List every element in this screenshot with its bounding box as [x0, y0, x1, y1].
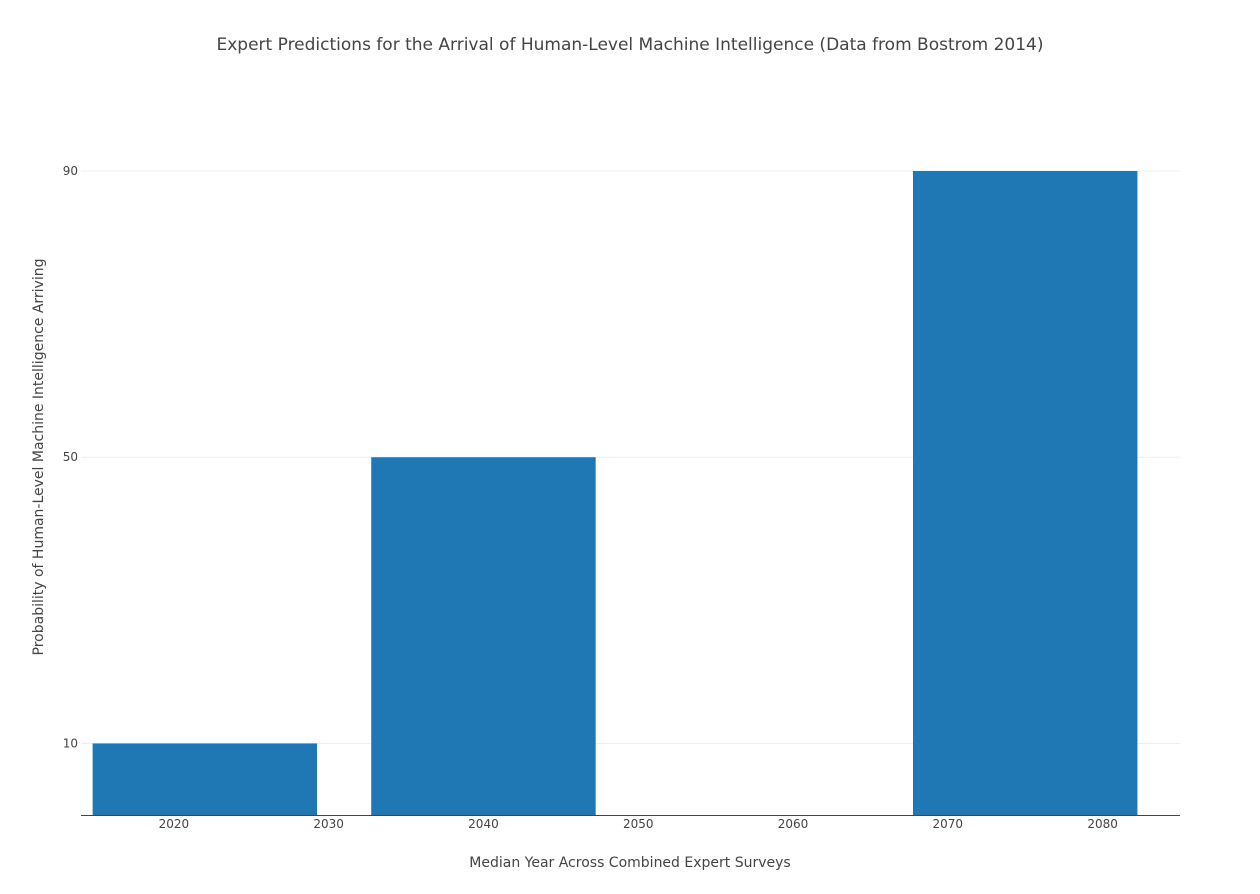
y-tick-label: 50 — [63, 450, 78, 464]
bar[interactable] — [912, 171, 1138, 815]
x-tick-label: 2060 — [778, 817, 809, 831]
x-tick-label: 2030 — [313, 817, 344, 831]
x-tick-label: 2040 — [468, 817, 499, 831]
bar[interactable] — [92, 743, 318, 815]
x-tick-label: 2020 — [159, 817, 190, 831]
y-axis-title: Probability of Human-Level Machine Intel… — [31, 259, 47, 656]
x-tick-label: 2070 — [933, 817, 964, 831]
x-axis-title: Median Year Across Combined Expert Surve… — [469, 855, 790, 871]
y-tick-label: 90 — [63, 164, 78, 178]
bars — [92, 171, 1138, 815]
y-tick-label: 10 — [63, 736, 78, 750]
x-axis-ticks: 2020 2030 2040 2050 2060 2070 2080 — [159, 817, 1118, 831]
x-tick-label: 2050 — [623, 817, 654, 831]
chart-title: Expert Predictions for the Arrival of Hu… — [217, 35, 1044, 55]
y-axis-ticks: 10 50 90 — [63, 164, 78, 750]
x-tick-label: 2080 — [1087, 817, 1118, 831]
bar[interactable] — [371, 457, 596, 815]
